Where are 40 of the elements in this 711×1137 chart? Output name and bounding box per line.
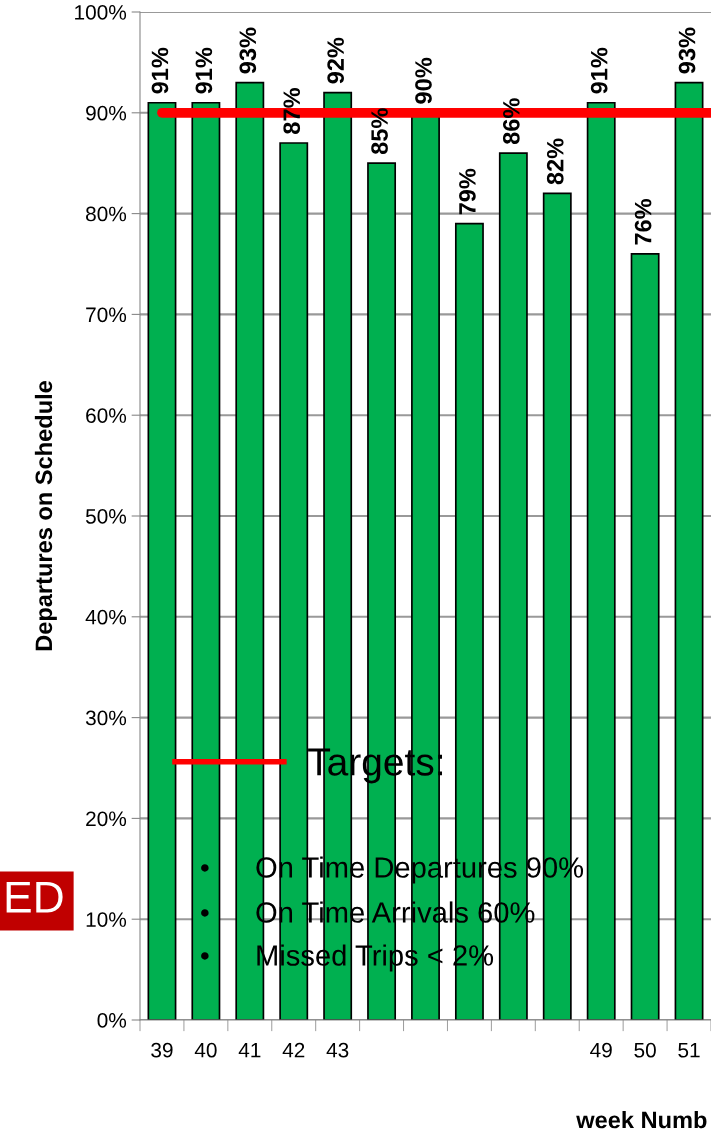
bar xyxy=(191,101,221,1020)
x-tick-label: 39 xyxy=(151,1042,173,1058)
bar xyxy=(586,101,616,1020)
data-label: 91% xyxy=(195,47,213,94)
data-label: 93% xyxy=(678,27,696,74)
x-tick-label: 51 xyxy=(678,1042,700,1058)
data-label: 85% xyxy=(371,108,388,155)
y-tick-label: 80% xyxy=(86,206,127,222)
text: ED xyxy=(6,881,63,913)
data-label: 91% xyxy=(151,47,169,94)
y-tick-label: 50% xyxy=(85,509,127,524)
data-label: 87% xyxy=(283,88,301,134)
data-label: 76% xyxy=(634,198,652,245)
x-tick-label: 41 xyxy=(238,1042,261,1058)
y-tick-label: 90% xyxy=(86,105,127,121)
bar xyxy=(674,81,704,1020)
data-label: 90% xyxy=(415,57,432,104)
data-label: 93% xyxy=(239,27,257,74)
y-tick-label: 100% xyxy=(75,5,127,20)
y-tick-label: 0% xyxy=(97,1013,127,1028)
y-tick-label: 30% xyxy=(85,710,127,726)
y-axis-title: Departures on Schedule xyxy=(34,381,57,651)
data-label: 91% xyxy=(590,47,608,94)
y-tick-label: 20% xyxy=(86,811,127,827)
x-tick-label: 50 xyxy=(634,1042,656,1058)
y-tick-label: 60% xyxy=(86,408,127,423)
data-label: 92% xyxy=(327,37,344,84)
x-tick-label: 42 xyxy=(282,1042,305,1058)
y-tick-label: 40% xyxy=(85,609,127,625)
x-tick-label: 43 xyxy=(326,1042,349,1058)
x-tick-label: 49 xyxy=(590,1042,612,1058)
y-tick-label: 10% xyxy=(86,912,127,927)
bar xyxy=(147,101,177,1020)
x-axis-title: week Numb xyxy=(576,1110,707,1129)
x-tick-label: 40 xyxy=(194,1042,217,1058)
data-label: 79% xyxy=(459,168,476,215)
y-tick-label: 70% xyxy=(86,307,127,323)
bar xyxy=(630,253,660,1020)
data-label: 86% xyxy=(502,98,520,145)
data-label: 82% xyxy=(546,138,564,185)
